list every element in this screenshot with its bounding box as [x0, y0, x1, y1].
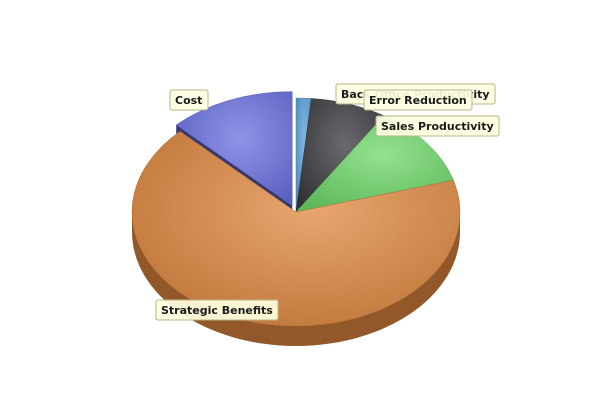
pie-tops — [131, 91, 461, 327]
pie-label-text: Sales Productivity — [381, 120, 494, 133]
pie-label-strategic-benefits: Strategic Benefits — [155, 299, 279, 321]
pie-label-cost: Cost — [169, 89, 209, 111]
pie-label-sales-productivity: Sales Productivity — [375, 115, 500, 137]
pie-labels: Back Office ProductivityError ReductionS… — [155, 83, 500, 321]
pie-label-text: Error Reduction — [369, 94, 467, 107]
pie-label-error-reduction: Error Reduction — [363, 89, 473, 111]
pie-label-text: Cost — [175, 94, 202, 107]
pie-slice-strategic-benefits[interactable] — [131, 131, 461, 327]
pie-slice-cost[interactable] — [175, 91, 293, 207]
pie-label-box — [155, 299, 279, 321]
pie-label-text: Strategic Benefits — [161, 304, 273, 317]
pie-label-box — [169, 89, 209, 111]
pie-label-box — [375, 115, 500, 137]
pie-label-box — [363, 89, 473, 111]
